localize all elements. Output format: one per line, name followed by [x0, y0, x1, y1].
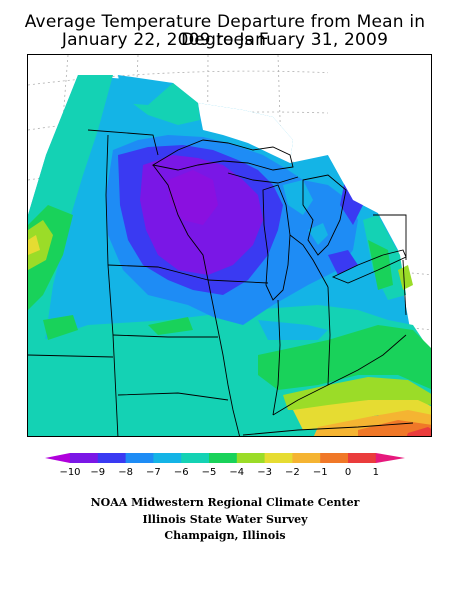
legend-bin — [236, 453, 266, 463]
legend-tick-label: −9 — [90, 467, 105, 478]
credit-survey: Illinois State Water Survey — [142, 513, 308, 526]
legend-bin — [292, 453, 321, 463]
map-title: Average Temperature Departure from Mean … — [24, 12, 426, 50]
legend-tick-label: 0 — [345, 467, 351, 478]
legend-tick-label: −10 — [59, 467, 80, 478]
temperature-departure-map — [27, 54, 432, 437]
legend-bin — [264, 453, 293, 463]
credit-location: Champaign, Illinois — [164, 529, 286, 542]
legend-tick-label: −3 — [257, 467, 272, 478]
legend-tick-label: −5 — [202, 467, 217, 478]
legend-bin — [181, 453, 210, 463]
legend-tick-label: −4 — [229, 467, 244, 478]
credit-organization: NOAA Midwestern Regional Climate Center — [90, 496, 360, 509]
legend-bin — [153, 453, 182, 463]
legend-tick-label: 1 — [373, 467, 379, 478]
legend-bin — [348, 453, 377, 463]
legend-bin — [45, 453, 70, 463]
legend-tick-label: −2 — [285, 467, 300, 478]
legend-tick-label: −7 — [146, 467, 161, 478]
legend-bin — [209, 453, 238, 463]
map-canvas — [28, 55, 431, 436]
zone-plus-0 — [406, 427, 431, 436]
zone-minus-4 — [28, 220, 53, 270]
legend-bin — [70, 453, 99, 463]
legend-bin — [320, 453, 349, 463]
zone-minus-6 — [28, 75, 113, 385]
legend-bin — [375, 453, 405, 463]
legend-bin — [97, 453, 127, 463]
legend-tick-label: −6 — [174, 467, 189, 478]
map-date-range: January 22, 2009 to January 31, 2009 — [61, 30, 389, 50]
zone-minus-3 — [28, 235, 40, 255]
color-legend: −10 −9 −8 −7 −6 −5 −4 −3 −2 −1 0 1 — [45, 453, 405, 478]
legend-tick-label: −8 — [118, 467, 133, 478]
legend-bin — [125, 453, 154, 463]
legend-tick-label: −1 — [313, 467, 328, 478]
boundaries — [28, 129, 414, 436]
